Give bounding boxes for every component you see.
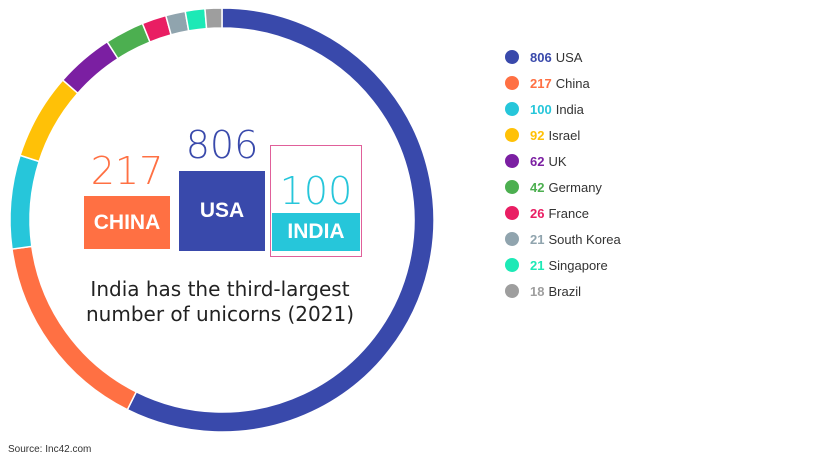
legend-swatch xyxy=(505,232,519,246)
chart-headline: India has the third-largest number of un… xyxy=(70,277,370,327)
legend-item-south-korea: 21 South Korea xyxy=(505,226,621,252)
legend-swatch xyxy=(505,180,519,194)
legend-item-singapore: 21 Singapore xyxy=(505,252,621,278)
legend-item-israel: 92 Israel xyxy=(505,122,621,148)
china-label: CHINA xyxy=(84,196,170,249)
legend-swatch xyxy=(505,102,519,116)
donut-slice-uk xyxy=(61,40,120,95)
legend-item-uk: 62 UK xyxy=(505,148,621,174)
donut-slice-singapore xyxy=(184,7,208,32)
legend-item-india: 100 India xyxy=(505,96,621,122)
legend-swatch xyxy=(505,50,519,64)
legend-label: India xyxy=(555,101,584,117)
china-value: 217 xyxy=(90,149,164,193)
legend-label: China xyxy=(555,75,590,91)
legend-label: Germany xyxy=(548,179,602,195)
legend-value: 21 xyxy=(530,257,545,273)
legend-item-france: 26 France xyxy=(505,200,621,226)
legend-item-usa: 806 USA xyxy=(505,44,621,70)
legend-swatch xyxy=(505,258,519,272)
legend-value: 100 xyxy=(530,101,552,117)
legend-label: USA xyxy=(555,49,583,65)
legend-label: Israel xyxy=(548,127,581,143)
legend-value: 217 xyxy=(530,75,552,91)
source-note: Source: Inc42.com xyxy=(8,444,92,455)
headline-line-2: number of unicorns (2021) xyxy=(85,302,355,326)
legend-value: 21 xyxy=(530,231,545,247)
legend-swatch xyxy=(505,128,519,142)
legend-value: 62 xyxy=(530,153,545,169)
legend-swatch xyxy=(505,284,519,298)
legend-value: 18 xyxy=(530,283,545,299)
usa-value: 806 xyxy=(185,123,259,167)
headline-line-1: India has the third-largest xyxy=(90,277,350,301)
legend-swatch xyxy=(505,206,519,220)
legend-swatch xyxy=(505,76,519,90)
donut-slice-china xyxy=(11,245,138,411)
legend-value: 26 xyxy=(530,205,545,221)
legend-label: France xyxy=(548,205,589,221)
legend-item-china: 217 China xyxy=(505,70,621,96)
india-highlight-frame xyxy=(270,145,362,257)
donut-slice-israel xyxy=(19,78,79,163)
legend-value: 42 xyxy=(530,179,545,195)
legend-label: UK xyxy=(548,153,567,169)
legend-label: Brazil xyxy=(548,283,581,299)
donut-slice-brazil xyxy=(204,7,223,30)
donut-slice-india xyxy=(9,154,41,250)
legend-swatch xyxy=(505,154,519,168)
donut-chart xyxy=(9,7,435,433)
legend-label: Singapore xyxy=(548,257,608,273)
legend-label: South Korea xyxy=(548,231,621,247)
legend: 806 USA 217 China 100 India 92 Israel 62 UK 42 Germ… xyxy=(505,44,621,304)
legend-value: 806 xyxy=(530,49,552,65)
legend-item-germany: 42 Germany xyxy=(505,174,621,200)
legend-value: 92 xyxy=(530,127,545,143)
india-value: 100 xyxy=(279,169,353,213)
legend-item-brazil: 18 Brazil xyxy=(505,278,621,304)
india-label: INDIA xyxy=(272,213,360,251)
usa-label: USA xyxy=(179,171,265,251)
